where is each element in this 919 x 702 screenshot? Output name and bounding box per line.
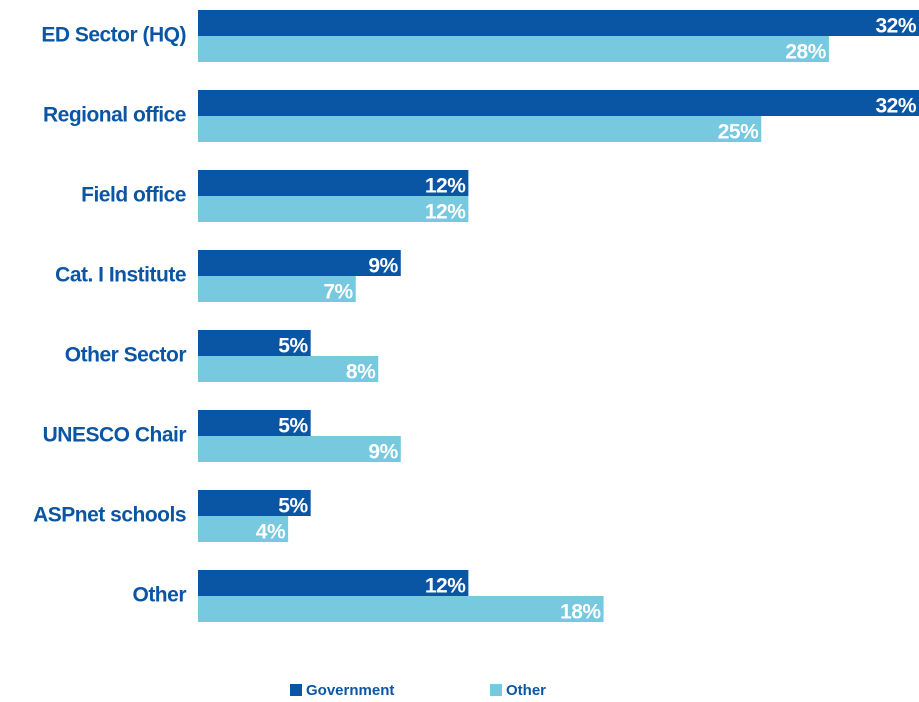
bar <box>198 10 919 36</box>
bar <box>198 196 469 222</box>
value-label: 5% <box>278 415 308 438</box>
value-label: 5% <box>278 335 308 358</box>
bar <box>198 490 311 516</box>
value-label: 4% <box>256 521 286 544</box>
category-label: Field office <box>81 184 186 207</box>
value-label: 18% <box>560 601 601 624</box>
value-label: 12% <box>425 201 466 224</box>
legend-swatch <box>290 684 302 696</box>
category-label: UNESCO Chair <box>43 424 187 447</box>
bar <box>198 356 379 382</box>
bar <box>198 90 919 116</box>
value-label: 5% <box>278 495 308 518</box>
bar <box>198 250 401 276</box>
category-label: Other Sector <box>65 344 187 367</box>
bar <box>198 516 289 542</box>
legend-label: Government <box>306 682 394 699</box>
bar <box>198 330 311 356</box>
bar <box>198 170 469 196</box>
value-label: 12% <box>425 175 466 198</box>
bar <box>198 36 829 62</box>
legend-swatch <box>490 684 502 696</box>
value-label: 28% <box>785 41 826 64</box>
legend-label: Other <box>506 682 546 699</box>
bar <box>198 570 469 596</box>
category-label: Regional office <box>43 104 186 127</box>
bar <box>198 276 356 302</box>
value-label: 9% <box>368 441 398 464</box>
value-label: 25% <box>718 121 759 144</box>
value-label: 9% <box>368 255 398 278</box>
bar <box>198 596 604 622</box>
value-label: 32% <box>875 15 916 38</box>
category-label: ED Sector (HQ) <box>41 24 186 47</box>
category-label: Other <box>132 584 186 607</box>
value-label: 7% <box>323 281 353 304</box>
value-label: 12% <box>425 575 466 598</box>
bar <box>198 410 311 436</box>
category-label: ASPnet schools <box>33 504 186 527</box>
value-label: 32% <box>875 95 916 118</box>
value-label: 8% <box>346 361 376 384</box>
bar <box>198 436 401 462</box>
category-label: Cat. I Institute <box>55 264 186 287</box>
bar <box>198 116 762 142</box>
